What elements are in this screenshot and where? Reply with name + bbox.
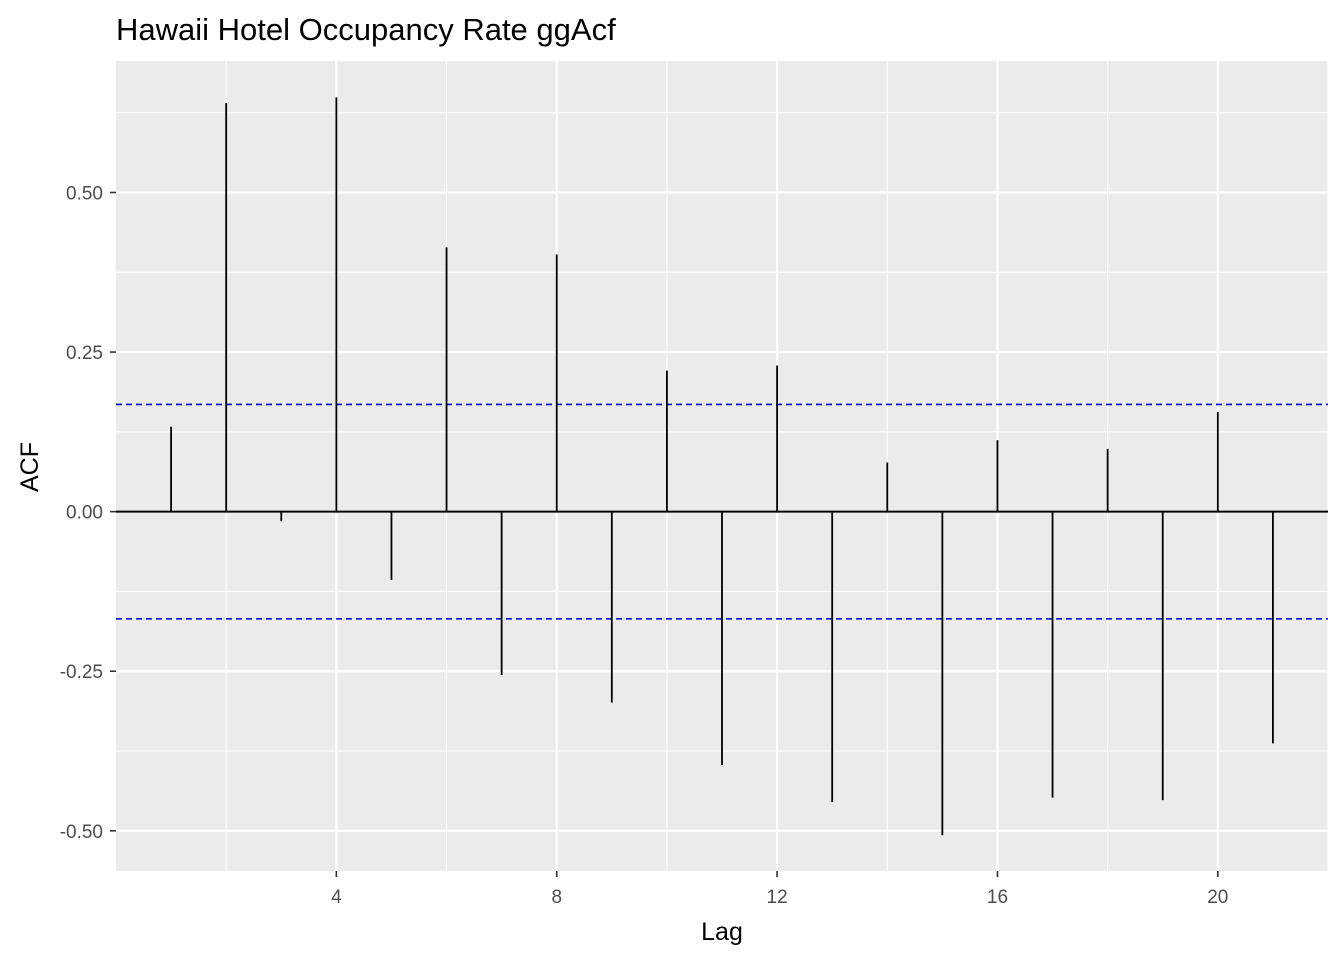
y-tick-label: 0.25 [66, 343, 103, 364]
y-axis-title: ACF [16, 442, 44, 492]
chart-title: Hawaii Hotel Occupancy Rate ggAcf [116, 12, 616, 47]
x-tick-label: 20 [1207, 887, 1228, 908]
x-tick-label: 16 [987, 887, 1008, 908]
x-tick-label: 4 [331, 887, 342, 908]
x-axis: 4 8 12 16 20 [331, 871, 1228, 908]
x-tick-label: 8 [551, 887, 562, 908]
x-tick-label: 12 [767, 887, 788, 908]
y-tick-label: 0.00 [66, 503, 103, 524]
x-axis-title: Lag [701, 918, 743, 946]
acf-spikes [170, 97, 1274, 836]
y-tick-label: -0.25 [60, 662, 103, 683]
y-axis: -0.50 -0.25 0.00 0.25 0.50 [60, 183, 116, 843]
y-tick-label: 0.50 [66, 183, 103, 204]
y-tick-label: -0.50 [60, 822, 103, 843]
